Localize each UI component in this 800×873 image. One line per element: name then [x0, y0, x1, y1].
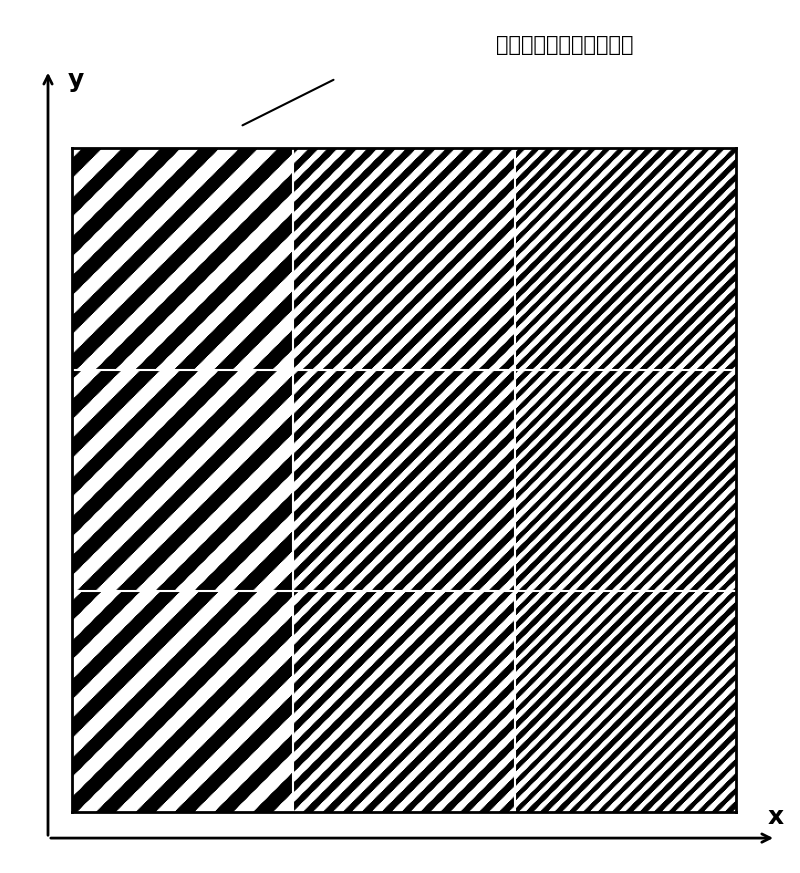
Text: x: x [768, 806, 784, 829]
Text: y: y [68, 68, 84, 92]
Text: 第一衍射光栅阵列示意图: 第一衍射光栅阵列示意图 [496, 35, 634, 55]
